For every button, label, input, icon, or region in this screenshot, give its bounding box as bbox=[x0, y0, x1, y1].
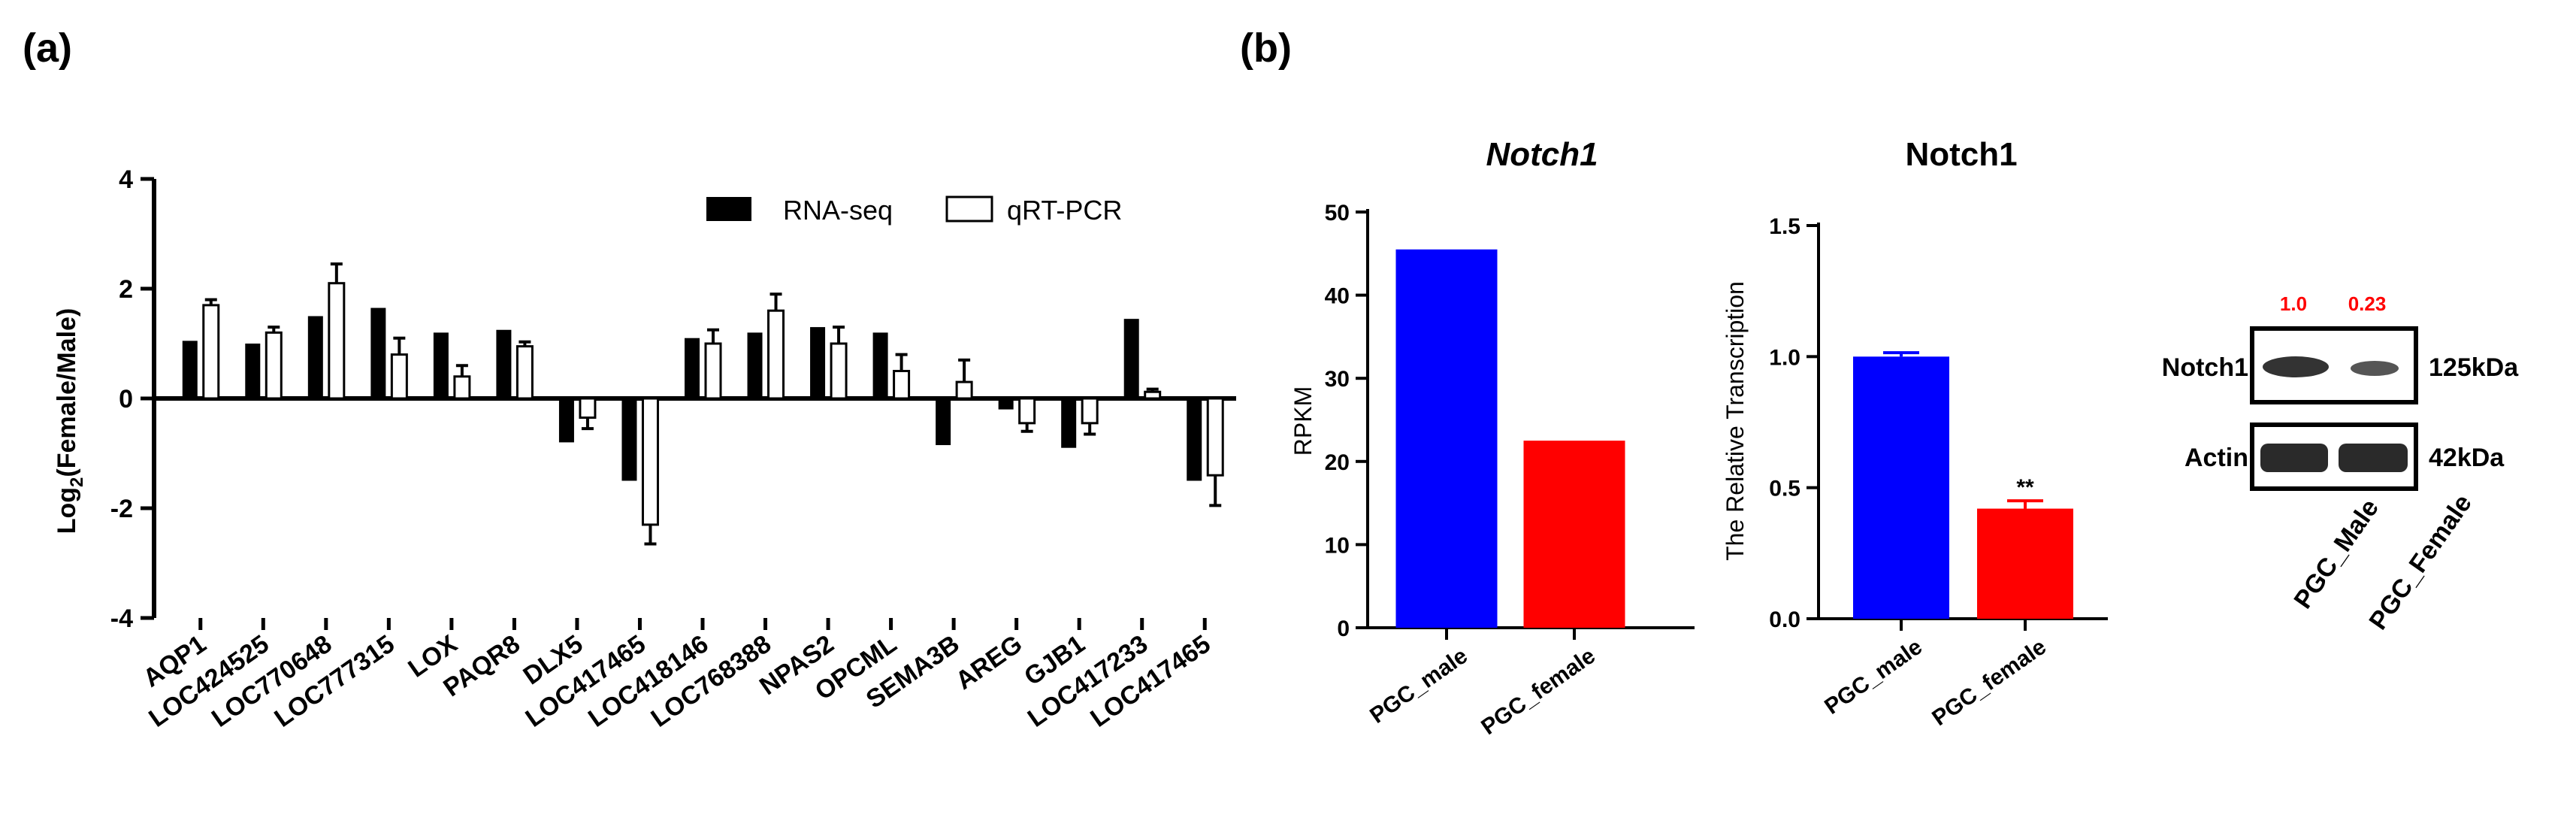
bar-rnaseq bbox=[558, 398, 574, 443]
chart-b1-ytick-label: 30 bbox=[1325, 367, 1350, 392]
chart-b2-ytick-label: 0.0 bbox=[1769, 607, 1800, 632]
wb-lane-male: PGC_Male bbox=[2288, 494, 2384, 614]
chart-b1-ytick-label: 0 bbox=[1337, 616, 1350, 641]
bar-rnaseq bbox=[1061, 398, 1077, 448]
chart-b2-ytick-label: 1.5 bbox=[1769, 214, 1800, 239]
bar-rnaseq bbox=[1187, 398, 1202, 481]
bar-rnaseq bbox=[621, 398, 637, 481]
chart-a-ytick-label: -4 bbox=[110, 604, 133, 633]
bar-rnaseq bbox=[1123, 319, 1139, 398]
chart-a: Log2(Female/Male) RNA-seq qRT-PCR 4 2 0 -2 -… bbox=[53, 165, 1236, 733]
bar-rnaseq bbox=[747, 332, 763, 398]
bar-rnaseq bbox=[307, 316, 323, 398]
chart-b2-category-label: PGC_male bbox=[1820, 635, 1927, 719]
bar-PGC_female bbox=[1523, 441, 1625, 628]
bar-qrtpcr bbox=[1144, 390, 1162, 400]
chart-b2-title: Notch1 bbox=[1905, 136, 2017, 173]
bar-qrtpcr bbox=[767, 309, 785, 400]
bar-qrtpcr bbox=[893, 370, 911, 400]
chart-a-ytick-label: 2 bbox=[119, 275, 133, 304]
wb-quant-1: 1.0 bbox=[2280, 292, 2307, 315]
wb-actin-band-female bbox=[2339, 444, 2408, 472]
chart-b1: Notch1 RPKM 50 40 30 20 10 0 PGC_male PGC_femal… bbox=[1290, 136, 1695, 740]
bar-qrtpcr bbox=[265, 331, 283, 400]
bar-qrtpcr bbox=[328, 282, 346, 400]
bar-rnaseq bbox=[370, 307, 386, 398]
bar-qrtpcr bbox=[1081, 397, 1099, 425]
legend-label-rnaseq: RNA-seq bbox=[783, 195, 893, 226]
bar-PGC_male bbox=[1853, 356, 1949, 619]
wb-label-actin: Actin bbox=[2184, 444, 2248, 472]
bar-PGC_female bbox=[1977, 508, 2073, 619]
chart-a-ytick-label: 4 bbox=[119, 165, 133, 194]
wb-size-notch1: 125kDa bbox=[2429, 353, 2519, 382]
bar-qrtpcr bbox=[830, 342, 848, 400]
bar-qrtpcr bbox=[516, 345, 534, 400]
chart-b1-ytick-label: 20 bbox=[1325, 450, 1350, 475]
bar-qrtpcr bbox=[390, 353, 408, 400]
chart-b1-title: Notch1 bbox=[1486, 136, 1598, 173]
bar-rnaseq bbox=[936, 398, 951, 446]
bar-qrtpcr bbox=[641, 397, 659, 526]
wb-quant-2: 0.23 bbox=[2348, 292, 2387, 315]
wb-actin-band-male bbox=[2260, 444, 2328, 472]
bar-qrtpcr bbox=[202, 304, 220, 400]
chart-b1-ytick-label: 50 bbox=[1325, 201, 1350, 226]
chart-b1-ytick-label: 10 bbox=[1325, 533, 1350, 558]
bar-PGC_male bbox=[1395, 249, 1498, 628]
bar-rnaseq bbox=[810, 327, 826, 398]
bar-rnaseq bbox=[998, 398, 1014, 410]
panel-a-label: (a) bbox=[23, 26, 72, 71]
bar-qrtpcr bbox=[704, 342, 722, 400]
chart-a-ytick-label: -2 bbox=[110, 495, 133, 523]
chart-a-ytick-label: 0 bbox=[119, 385, 133, 413]
western-blot: 1.0 0.23 Notch1 Actin 125kDa 42kDa PGC_M… bbox=[2162, 292, 2519, 635]
chart-b2-significance: ** bbox=[2016, 475, 2034, 500]
chart-b2-category-label: PGC_female bbox=[1927, 635, 2051, 731]
legend-swatch-rnaseq bbox=[706, 197, 751, 221]
bar-rnaseq bbox=[245, 344, 261, 398]
chart-b1-category-label: PGC_female bbox=[1477, 644, 1600, 740]
chart-b2-ylabel: The Relative Transcription bbox=[1722, 281, 1749, 561]
bar-rnaseq bbox=[433, 332, 449, 398]
wb-notch1-band-female bbox=[2351, 361, 2399, 376]
wb-notch1-band-male bbox=[2263, 356, 2329, 377]
wb-size-actin: 42kDa bbox=[2429, 444, 2505, 472]
bar-rnaseq bbox=[496, 329, 512, 398]
chart-a-category-label: AREG bbox=[951, 629, 1027, 695]
chart-b2: Notch1 The Relative Transcription 1.5 1.0… bbox=[1722, 136, 2108, 731]
legend-label-qrtpcr: qRT-PCR bbox=[1007, 195, 1122, 226]
legend-swatch-qrtpcr bbox=[945, 195, 993, 223]
chart-a-ylabel: Log2(Female/Male) bbox=[53, 308, 87, 535]
chart-b1-ytick-label: 40 bbox=[1325, 284, 1350, 309]
bar-rnaseq bbox=[872, 332, 888, 398]
chart-b1-category-label: PGC_male bbox=[1365, 644, 1472, 728]
chart-b1-ylabel: RPKM bbox=[1290, 386, 1317, 456]
chart-b2-ytick-label: 0.5 bbox=[1769, 477, 1800, 501]
bar-qrtpcr bbox=[955, 380, 973, 400]
bar-qrtpcr bbox=[453, 375, 471, 400]
wb-label-notch1: Notch1 bbox=[2162, 353, 2248, 382]
bar-qrtpcr bbox=[1018, 397, 1036, 425]
panel-b-label: (b) bbox=[1240, 26, 1292, 71]
bar-rnaseq bbox=[685, 338, 700, 398]
chart-b2-ytick-label: 1.0 bbox=[1769, 345, 1800, 370]
bar-rnaseq bbox=[182, 341, 198, 398]
bar-qrtpcr bbox=[579, 397, 597, 420]
bar-qrtpcr bbox=[1206, 397, 1224, 477]
